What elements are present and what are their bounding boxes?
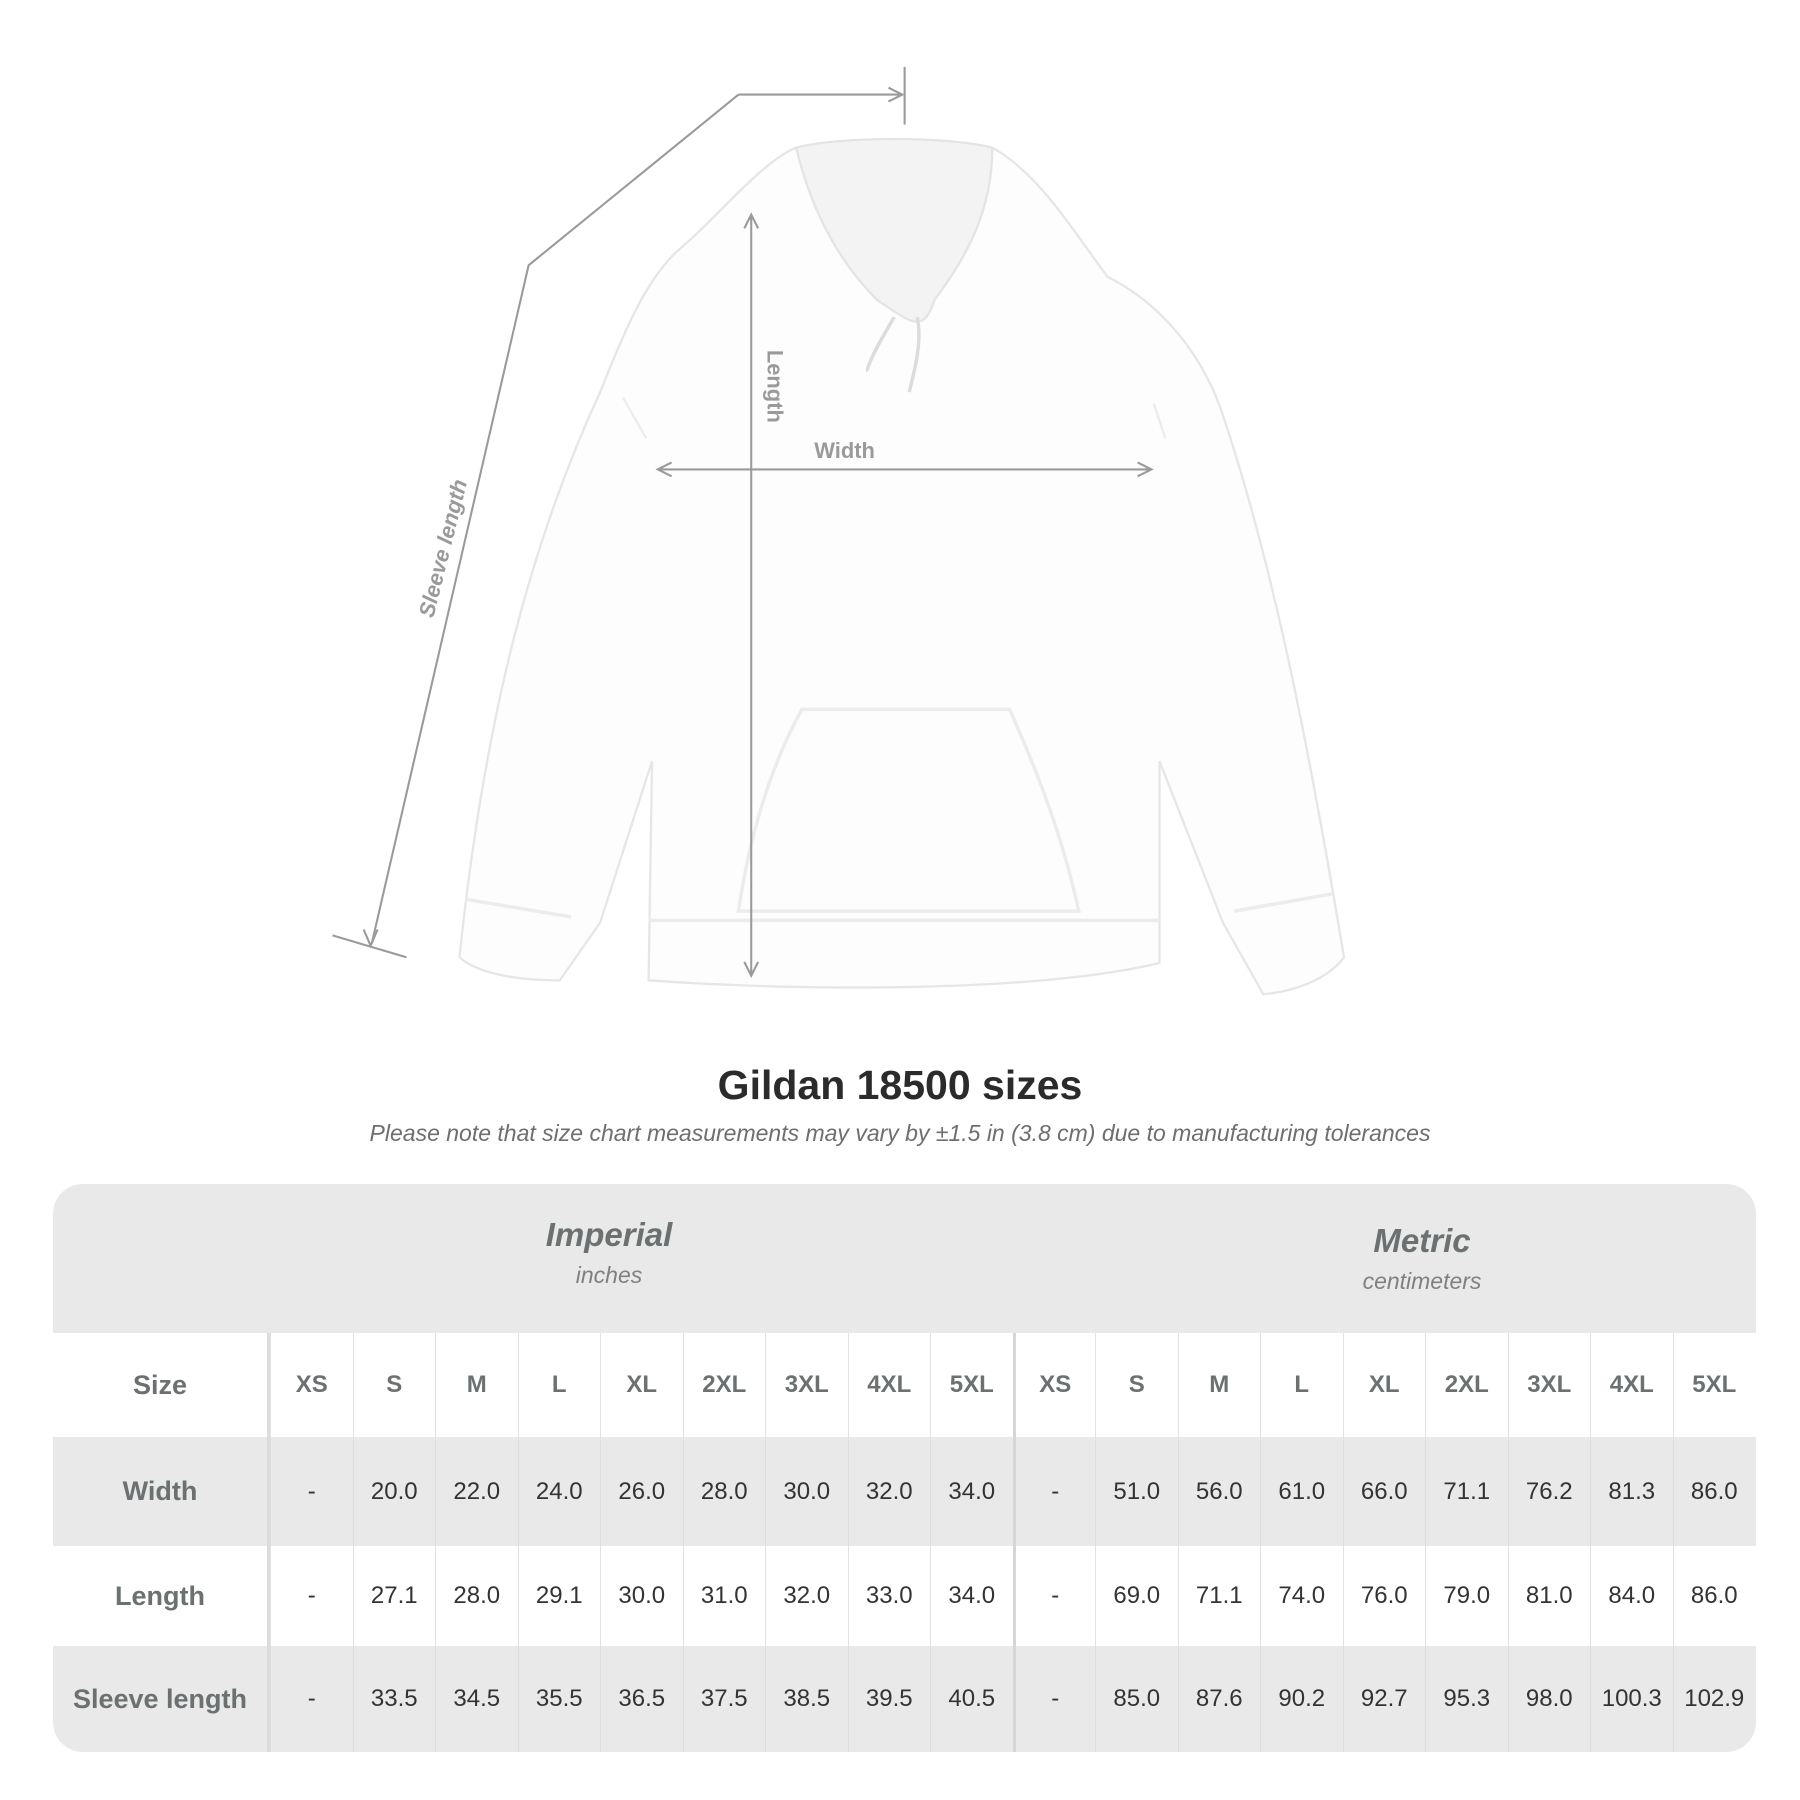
value-cell: 27.1 (352, 1546, 436, 1646)
size-header-cell: 5XL (1672, 1333, 1756, 1437)
value-cell: 30.0 (765, 1437, 848, 1546)
size-header-cell: XS (270, 1333, 353, 1437)
value-cell: 28.0 (682, 1437, 766, 1546)
value-cell: 40.5 (930, 1646, 1013, 1752)
value-cell: 38.5 (765, 1646, 848, 1752)
value-cell: 76.0 (1342, 1546, 1426, 1646)
value-cell: - (270, 1646, 353, 1752)
value-cell: - (1012, 1546, 1096, 1646)
measurement-lines (332, 66, 1154, 979)
tolerance-note: Please note that size chart measurements… (369, 1120, 1431, 1146)
value-cell: 24.0 (517, 1437, 601, 1546)
size-header-cell: M (435, 1333, 518, 1437)
size-row: Size XS S M L XL 2XL 3XL 4XL 5XL XS S M L XL 2XL 3XL 4XL… (53, 1333, 1756, 1437)
value-cell: 36.5 (600, 1646, 683, 1752)
length-row: Length -27.1 28.0 29.1 30.0 31.0 32.0 33.0 34.0-… (53, 1546, 1756, 1646)
value-cell: 86.0 (1672, 1546, 1756, 1646)
value-cell: 34.5 (435, 1646, 518, 1752)
imperial-title: Imperial (545, 1216, 673, 1253)
imperial-header: Imperial inches (359, 1216, 859, 1289)
value-cell: 74.0 (1260, 1546, 1343, 1646)
value-cell: 31.0 (682, 1546, 766, 1646)
metric-unit: centimeters (1362, 1268, 1482, 1294)
size-header-cell: XL (600, 1333, 683, 1437)
value-cell: 66.0 (1342, 1437, 1426, 1546)
value-cell: - (270, 1437, 353, 1546)
value-cell: 87.6 (1177, 1646, 1261, 1752)
size-header-cell: 2XL (1425, 1333, 1508, 1437)
value-cell: 28.0 (435, 1546, 518, 1646)
hoodie-measurement-diagram: Width Length Sleeve length (332, 66, 1346, 996)
value-cell: 81.3 (1590, 1437, 1673, 1546)
value-cell: 32.0 (765, 1546, 848, 1646)
value-cell: 69.0 (1095, 1546, 1178, 1646)
row-label: Sleeve length (53, 1646, 270, 1752)
value-cell: 92.7 (1342, 1646, 1426, 1752)
value-cell: 61.0 (1260, 1437, 1343, 1546)
value-cell: 95.3 (1425, 1646, 1508, 1752)
size-header-cell: XS (1012, 1333, 1096, 1437)
sleeve-length-row: Sleeve length -33.5 34.5 35.5 36.5 37.5 38.5 39… (53, 1646, 1756, 1752)
value-cell: 34.0 (930, 1546, 1013, 1646)
metric-header: Metric centimeters (1172, 1222, 1672, 1295)
width-row: Width -20.0 22.0 24.0 26.0 28.0 30.0 32.0 34.0-5… (53, 1437, 1756, 1546)
value-cell: 98.0 (1507, 1646, 1591, 1752)
value-cell: - (1012, 1646, 1096, 1752)
size-header-cell: 2XL (682, 1333, 766, 1437)
size-label: Size (53, 1333, 270, 1437)
value-cell: 100.3 (1590, 1646, 1673, 1752)
size-header-cell: S (352, 1333, 436, 1437)
size-header-cell: L (517, 1333, 601, 1437)
value-cell: 81.0 (1507, 1546, 1591, 1646)
value-cell: 29.1 (517, 1546, 601, 1646)
length-label: Length (762, 350, 787, 423)
size-header-cell: 4XL (847, 1333, 931, 1437)
imperial-unit: inches (575, 1262, 643, 1288)
value-cell: 32.0 (847, 1437, 931, 1546)
value-cell: 56.0 (1177, 1437, 1261, 1546)
size-header-cell: 3XL (765, 1333, 848, 1437)
size-header-cell: XL (1342, 1333, 1426, 1437)
value-cell: 39.5 (847, 1646, 931, 1752)
width-label: Width (814, 438, 875, 463)
value-cell: 26.0 (600, 1437, 683, 1546)
value-cell: 22.0 (435, 1437, 518, 1546)
value-cell: - (1012, 1437, 1096, 1546)
metric-title: Metric (1373, 1222, 1471, 1259)
row-label: Length (53, 1546, 270, 1646)
value-cell: 35.5 (517, 1646, 601, 1752)
hoodie-illustration (458, 137, 1346, 996)
size-table: Imperial inches Metric centimeters Size … (53, 1184, 1756, 1752)
value-cell: 34.0 (930, 1437, 1013, 1546)
size-header-cell: L (1260, 1333, 1343, 1437)
value-cell: - (270, 1546, 353, 1646)
size-header-cell: M (1177, 1333, 1261, 1437)
value-cell: 33.5 (352, 1646, 436, 1752)
size-header-cell: 4XL (1590, 1333, 1673, 1437)
value-cell: 86.0 (1672, 1437, 1756, 1546)
size-header-cell: S (1095, 1333, 1178, 1437)
value-cell: 71.1 (1177, 1546, 1261, 1646)
value-cell: 30.0 (600, 1546, 683, 1646)
value-cell: 90.2 (1260, 1646, 1343, 1752)
value-cell: 20.0 (352, 1437, 436, 1546)
row-label: Width (53, 1437, 270, 1546)
value-cell: 102.9 (1672, 1646, 1756, 1752)
value-cell: 51.0 (1095, 1437, 1178, 1546)
value-cell: 71.1 (1425, 1437, 1508, 1546)
value-cell: 85.0 (1095, 1646, 1178, 1752)
value-cell: 37.5 (682, 1646, 766, 1752)
size-header-cell: 5XL (930, 1333, 1013, 1437)
value-cell: 79.0 (1425, 1546, 1508, 1646)
size-header-cell: 3XL (1507, 1333, 1591, 1437)
page-title: Gildan 18500 sizes (717, 1062, 1083, 1108)
value-cell: 76.2 (1507, 1437, 1591, 1546)
value-cell: 33.0 (847, 1546, 931, 1646)
value-cell: 84.0 (1590, 1546, 1673, 1646)
